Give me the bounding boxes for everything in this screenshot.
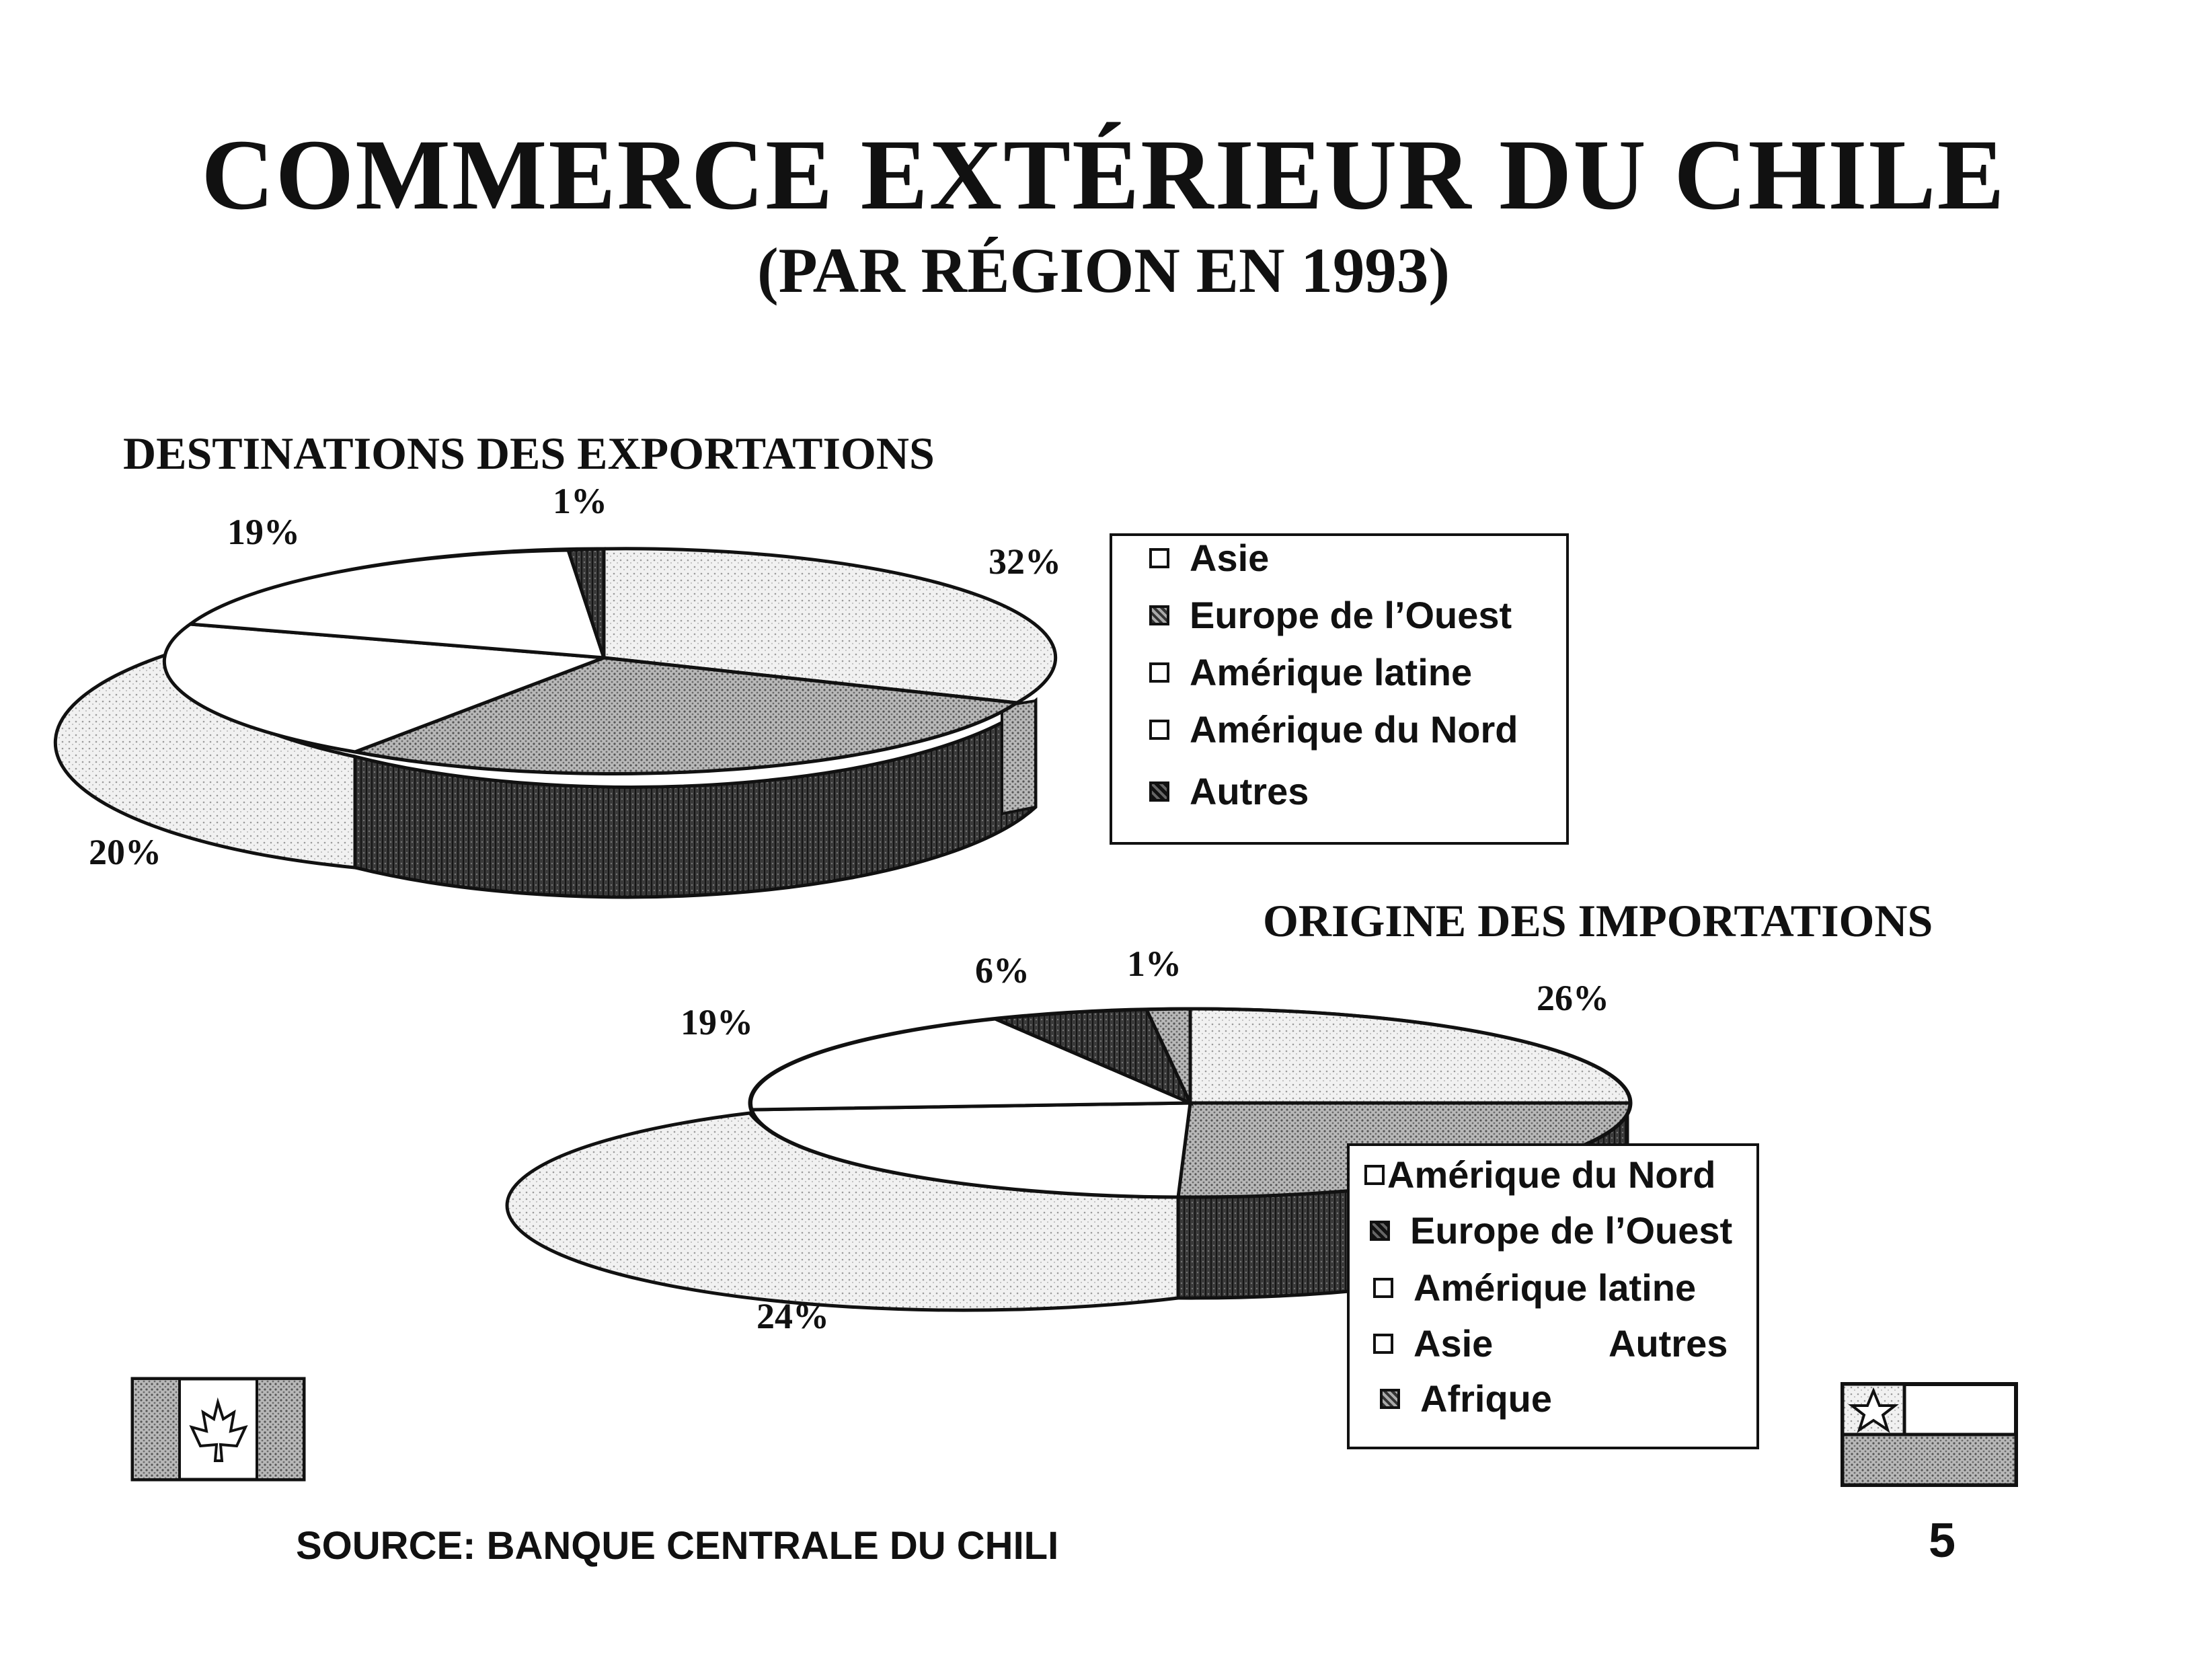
swatch-icon [1149, 781, 1169, 802]
swatch-icon [1380, 1389, 1400, 1410]
swatch-icon [1149, 720, 1169, 740]
import-slice-amerique-latine [749, 1101, 1192, 1199]
export-slice-autres [566, 547, 606, 658]
import-slice-asie [748, 1017, 1191, 1112]
export-legend-item: Amérique du Nord [1149, 711, 1518, 749]
import-slice-amerique-nord [1188, 1007, 1632, 1105]
import-legend-item: Europe de l’Ouest [1370, 1212, 1732, 1250]
import-label-asie: 19% [681, 1002, 753, 1042]
export-chart-title: DESTINATIONS DES EXPORTATIONS [123, 428, 935, 479]
import-legend-item: Asie [1373, 1325, 1493, 1363]
import-slice-autres [989, 1007, 1194, 1106]
import-label-afrique: 1% [1127, 944, 1182, 984]
export-slice-europe [348, 656, 1022, 775]
chile-flag-icon [1841, 1382, 2018, 1487]
page-title: COMMERCE EXTÉRIEUR DU CHILE [201, 119, 2006, 231]
import-legend-item: Amérique du Nord [1364, 1156, 1715, 1194]
export-label-amerique-nord: 19% [227, 512, 300, 552]
import-label-amerique-nord: 26% [1537, 978, 1609, 1018]
export-legend-item: Asie [1149, 539, 1269, 577]
export-label-autres: 1% [553, 481, 607, 521]
swatch-icon [1149, 548, 1169, 569]
import-legend-item: Amérique latine [1373, 1269, 1696, 1307]
import-label-autres: 6% [975, 950, 1030, 991]
source-note: SOURCE: BANQUE CENTRALE DU CHILI [296, 1524, 1059, 1568]
swatch-icon [1149, 662, 1169, 683]
import-pie [505, 1007, 1633, 1312]
swatch-icon [1364, 1165, 1385, 1186]
export-slice-asie [602, 547, 1058, 705]
export-pie [53, 547, 1058, 899]
export-legend-item: Europe de l’Ouest [1149, 597, 1512, 634]
export-slice-amerique-nord [186, 548, 607, 660]
export-legend-item: Autres [1149, 773, 1309, 810]
canada-flag-icon [130, 1377, 306, 1482]
import-legend-item: Afrique [1380, 1380, 1552, 1418]
export-label-asie: 32% [989, 541, 1061, 582]
export-legend: Asie Europe de l’Ouest Amérique latine A… [1110, 533, 1569, 845]
swatch-icon [1373, 1334, 1393, 1354]
export-legend-item: Amérique latine [1149, 654, 1472, 691]
page-number: 5 [1929, 1514, 1956, 1568]
import-legend-item: Autres [1609, 1322, 1728, 1365]
import-slice-afrique [1144, 1007, 1192, 1104]
swatch-icon [1373, 1278, 1393, 1299]
export-pie-side-right [1001, 699, 1037, 816]
import-label-amerique-latine: 24% [757, 1296, 829, 1336]
swatch-icon [1370, 1221, 1390, 1242]
swatch-icon [1149, 605, 1169, 626]
import-chart-title: ORIGINE DES IMPORTATIONS [1263, 895, 1933, 946]
export-label-amerique-latine: 20% [89, 832, 161, 872]
page-subtitle: (PAR RÉGION EN 1993) [757, 235, 1450, 306]
export-slice-amerique-latine [162, 622, 605, 754]
import-legend: Amérique du Nord Europe de l’Ouest Améri… [1347, 1143, 1759, 1449]
